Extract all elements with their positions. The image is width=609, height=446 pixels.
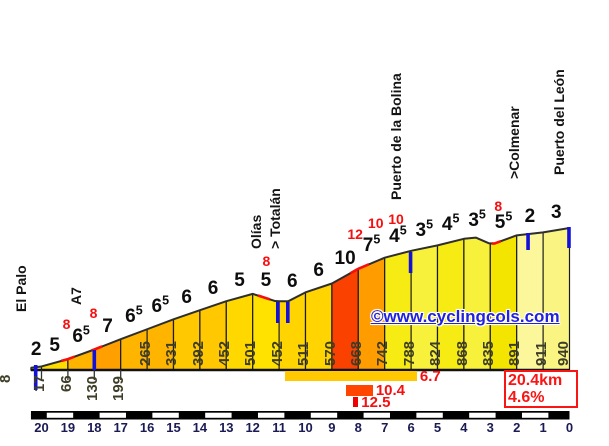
profile-column-4 [120,328,148,371]
profile-column-20 [542,227,571,371]
marker-puerto-de-la-bolina [408,252,413,273]
steep-ramp-stroke [60,355,75,363]
marker-colmenar [526,233,530,250]
profile-column-18 [489,234,518,371]
distance-ruler [30,411,570,420]
ruler-cell [257,412,285,418]
steep-ramp-stroke [349,263,370,275]
profile-column-9 [252,293,280,371]
ruler-cell [99,412,126,418]
steep-ramp-stroke [257,294,271,301]
summary-gradient: 4.6% [508,389,545,406]
marker-totalan [286,302,290,323]
profile-column-8 [225,293,254,371]
marker-summit [567,227,571,248]
marker-olias [275,302,280,323]
ruler-cell [416,412,443,418]
ruler-cell [205,412,232,418]
watermark: ©www.cyclingcols.com [371,307,560,326]
ruler-cell [521,412,549,418]
ruler-cell [46,412,74,418]
profile-column-11 [304,282,333,371]
profile-column-16 [436,238,465,371]
ruler-cell [469,412,496,418]
profile-column-12 [331,267,359,371]
profile-column-17 [463,236,491,371]
summary-box: 20.4km 4.6% [504,370,578,408]
profile-column-2 [67,348,95,371]
marker-a7-crossing [92,350,97,370]
profile-column-10 [278,291,307,371]
ruler-cell [310,412,338,418]
ruler-cell [152,412,179,418]
profile-column-6 [172,309,201,371]
profile-column-19 [516,231,544,371]
ruler-cell [363,412,390,418]
summary-distance: 20.4km [508,372,563,389]
marker-start-el-palo [33,365,38,390]
profile-line [30,227,570,369]
profile-column-7 [199,300,227,371]
steep-ramp-stroke [491,239,502,245]
